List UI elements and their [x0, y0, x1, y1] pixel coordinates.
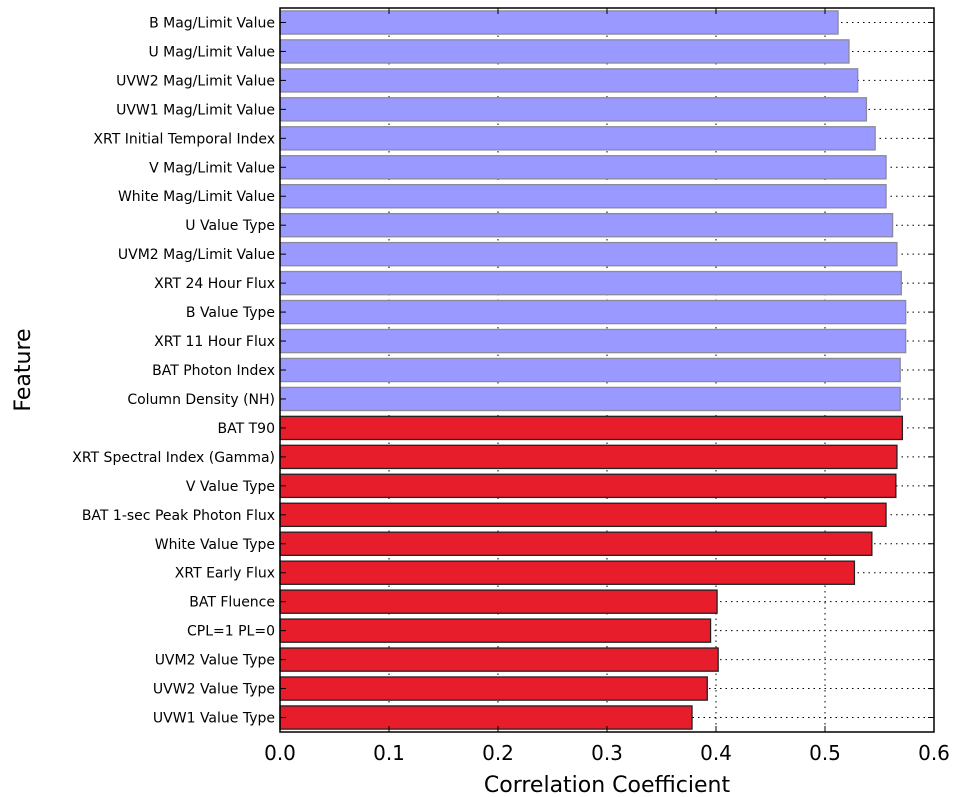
bar-uvm2-mag-limit-value — [279, 241, 898, 267]
bar-u-mag-limit-value — [279, 39, 850, 64]
y-tick-label: UVW2 Value Type — [153, 682, 275, 698]
y-tick-label: BAT Fluence — [189, 595, 275, 611]
y-tick-label: UVW1 Value Type — [153, 711, 275, 727]
bar-xrt-spectral-index-gamma — [279, 444, 898, 470]
y-tick-label: CPL=1 PL=0 — [187, 624, 275, 640]
bar-v-mag-limit-value — [279, 155, 887, 180]
y-tick-label: XRT Spectral Index (Gamma) — [72, 450, 275, 466]
x-tick-label: 0.4 — [700, 741, 732, 765]
x-tick-label: 0.2 — [482, 741, 514, 765]
bar-xrt-early-flux — [279, 560, 856, 585]
bar-xrt-initial-temporal-index — [279, 126, 876, 151]
y-tick-label: UVW2 Mag/Limit Value — [116, 73, 275, 89]
bar-bat-photon-index — [279, 357, 901, 383]
bar-b-value-type — [279, 299, 907, 325]
bar-bat-t90 — [279, 415, 904, 441]
y-axis-title: Feature — [11, 328, 36, 411]
y-tick-labels: B Mag/Limit Value U Mag/Limit Value UVW2 M… — [72, 15, 934, 727]
y-tick-label: White Mag/Limit Value — [118, 189, 275, 205]
bar-bat-1-sec-peak-photon-flux — [279, 502, 887, 528]
y-tick-label: V Mag/Limit Value — [149, 160, 275, 176]
y-tick-label: B Value Type — [186, 305, 275, 321]
x-tick-label: 0.1 — [373, 741, 405, 765]
bar-white-mag-limit-value — [279, 184, 887, 209]
y-tick-label: B Mag/Limit Value — [149, 15, 275, 31]
y-tick-label: XRT Initial Temporal Index — [93, 131, 275, 147]
bar-uvw2-mag-limit-value — [279, 68, 859, 93]
bar-xrt-24-hour-flux — [279, 270, 902, 296]
x-tick-label: 0.5 — [809, 741, 841, 765]
x-tick-label: 0.3 — [591, 741, 623, 765]
bar-xrt-11-hour-flux — [279, 328, 907, 354]
bar-v-value-type — [279, 473, 897, 499]
bar-cpl-1-pl-0 — [279, 618, 712, 643]
y-tick-label: Column Density (NH) — [127, 392, 275, 408]
x-tick-label: 0.0 — [264, 741, 296, 765]
x-tick-labels: 0.0 0.1 0.2 0.3 0.4 0.5 0.6 — [264, 8, 950, 765]
bar-u-value-type — [279, 212, 894, 238]
bars — [279, 10, 907, 730]
bar-column-density-nh — [279, 386, 901, 412]
bar-white-value-type — [279, 531, 873, 556]
y-tick-label: UVW1 Mag/Limit Value — [116, 102, 275, 118]
y-tick-label: UVM2 Value Type — [155, 653, 275, 669]
y-tick-label: UVM2 Mag/Limit Value — [118, 247, 275, 263]
y-tick-label: XRT Early Flux — [175, 566, 275, 582]
y-tick-label: BAT T90 — [218, 421, 275, 437]
bar-uvm2-value-type — [279, 647, 719, 672]
y-tick-label: BAT Photon Index — [152, 363, 275, 379]
x-tick-label: 0.6 — [918, 741, 950, 765]
bar-uvw2-value-type — [279, 676, 708, 701]
bar-uvw1-mag-limit-value — [279, 97, 868, 122]
y-tick-label: White Value Type — [155, 537, 275, 553]
bar-bat-fluence — [279, 589, 718, 614]
y-tick-label: U Value Type — [185, 218, 275, 234]
bar-b-mag-limit-value — [279, 10, 839, 35]
x-axis-title: Correlation Coefficient — [484, 773, 731, 797]
y-tick-label: XRT 11 Hour Flux — [154, 334, 275, 350]
bar-uvw1-value-type — [279, 705, 693, 730]
y-tick-label: BAT 1-sec Peak Photon Flux — [82, 508, 275, 524]
y-tick-label: XRT 24 Hour Flux — [154, 276, 275, 292]
y-tick-label: V Value Type — [186, 479, 275, 495]
y-tick-label: U Mag/Limit Value — [148, 44, 275, 60]
